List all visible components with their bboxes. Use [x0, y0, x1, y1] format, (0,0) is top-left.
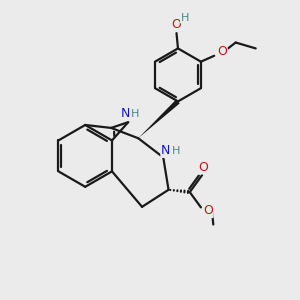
Text: H: H [181, 13, 189, 23]
Text: H: H [171, 146, 180, 156]
Text: N: N [161, 144, 170, 158]
Text: O: O [171, 18, 181, 32]
Text: O: O [203, 205, 213, 218]
Text: O: O [217, 45, 227, 58]
Polygon shape [138, 100, 180, 138]
Text: N: N [121, 107, 130, 120]
Text: O: O [198, 161, 208, 174]
Text: H: H [131, 109, 140, 119]
